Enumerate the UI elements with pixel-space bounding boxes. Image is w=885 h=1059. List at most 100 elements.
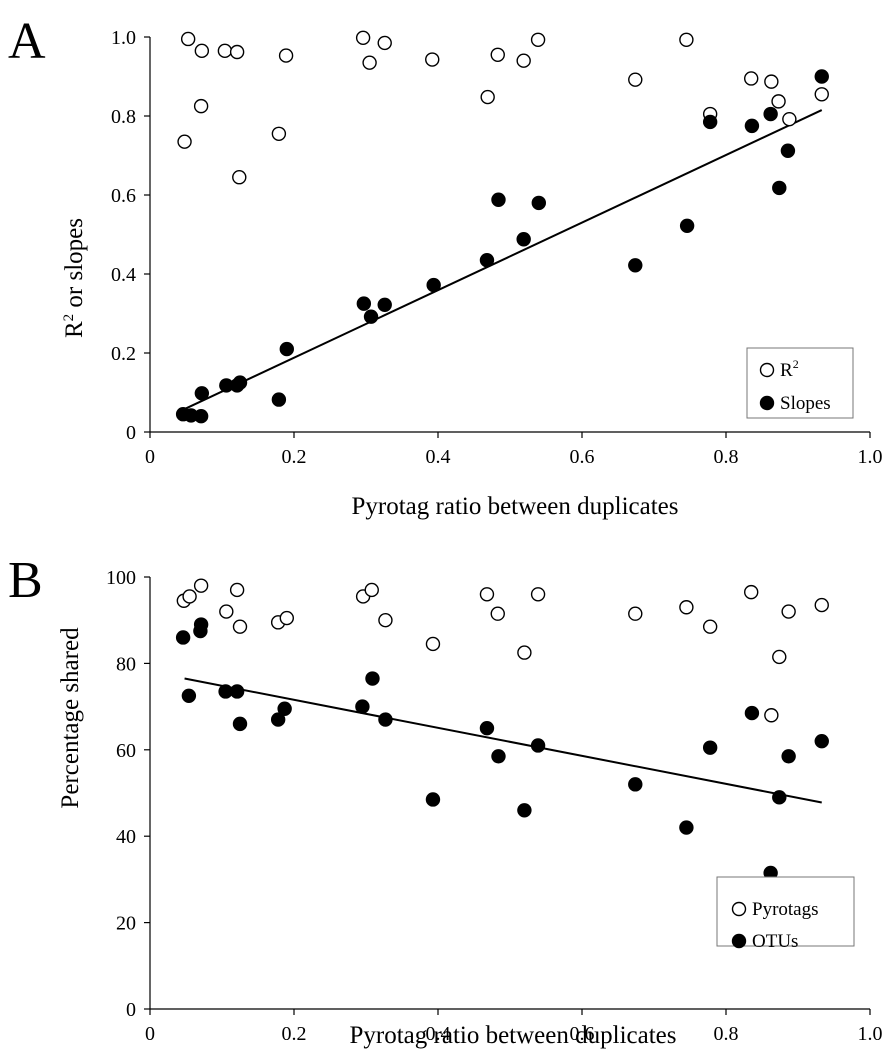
panel-b-pyrotags-point [182,589,197,604]
panel-b-otus-point [702,740,718,755]
panel-a-slopes-point [479,252,495,268]
panel-b-pyrotags-point [219,604,234,619]
panel-b-otus-point [679,820,694,835]
panel-a-x-tick-label: 0.6 [570,446,595,468]
panel-b-otus-point [355,699,370,714]
panel-a-slopes-point [194,386,210,401]
panel-a-x-tick-label: 0.2 [282,446,307,468]
panel-b-otus-point [517,803,532,818]
panel-a-r-point [530,32,546,47]
panel-a-chart: A R2 or slopes Pyrotag ratio between dup… [8,13,883,520]
panel-a-slopes-point [193,409,209,424]
panel-b-otus-point [491,749,506,764]
panel-b-y-tick-label: 80 [116,653,136,675]
panel-b-x-tick-label: 0.2 [282,1023,307,1045]
legend-slopes-marker [759,395,775,411]
panel-a-slopes-point [702,114,718,130]
panel-a-y-tick-label: 0.6 [111,185,136,207]
panel-a-r-point [180,31,196,47]
panel-a-x-tick-label: 0.4 [426,446,451,468]
panel-b-pyrotags-point [490,606,505,621]
panel-a-r-point [355,30,371,45]
panel-a-y-tick-label: 0 [126,422,136,444]
panel-a-r-point [628,72,643,87]
panel-b-x-tick-label: 0.4 [426,1023,451,1045]
panel-b-otus-point [232,716,248,732]
panel-b-otus-point [193,617,209,632]
legend-otus-marker [731,933,747,949]
panel-a-trendline [184,109,823,410]
panel-b-otus-point [378,712,393,727]
legend-slopes-label: Slopes [780,393,831,414]
panel-b-legend: Pyrotags OTUs [716,876,855,952]
panel-b-y-tick-label: 60 [116,740,136,762]
panel-b-y-tick-label: 100 [106,567,136,589]
panel-a-slopes-point [814,69,829,84]
panel-a-slopes-point [516,232,531,247]
panel-b-otus-point [530,738,546,753]
panel-b-pyrotags-point [479,587,495,602]
panel-b-label: B [8,552,43,609]
panel-a-r-point [278,48,294,63]
legend-r2-marker [759,362,775,378]
panel-a-r-point [362,55,377,70]
panel-a-r-point [217,43,233,59]
panel-a-y-axis-title: R2 or slopes [61,218,88,338]
panel-b-x-axis-title: Pyrotag ratio between duplicates [350,1022,677,1049]
panel-a-slopes-point [377,297,392,313]
panel-b-trendline [184,677,822,804]
panel-b-chart: B Percentage shared Pyrotag ratio betwee… [8,552,883,1049]
panel-b-x-tick-label: 0 [145,1023,155,1045]
panel-b-y-axis-title: Percentage shared [57,627,84,809]
panel-a-y-tick-label: 0.8 [111,106,136,128]
panel-a-r-point [232,170,247,185]
panel-b-pyrotags-point [628,606,643,621]
panel-b-pyrotags-point [364,582,379,598]
panel-a-slopes-point [763,106,778,122]
panel-b-otus-point [744,705,760,721]
panel-b-otus-point [425,792,441,807]
panel-a-x-axis-title: Pyrotag ratio between duplicates [352,493,679,520]
panel-b-otus-point [772,790,787,805]
panel-a-r-point [377,35,392,51]
panel-a-r-point [771,94,786,109]
panel-b-otus-point [479,721,495,736]
panel-b-pyrotags-point [425,636,441,652]
panel-a-r-point [782,111,797,127]
panel-a-slopes-point [772,180,787,196]
panel-b-otus-point [781,749,796,764]
panel-b-pyrotags-point [814,597,829,613]
panel-b-y-tick-label: 0 [126,999,136,1021]
panel-b-pyrotags-point [193,578,209,593]
panel-a-r-point [764,74,779,89]
panel-a-slopes-point [628,258,643,273]
panel-b-pyrotags-point [764,708,779,723]
panel-a-slopes-point [780,143,796,158]
panel-b-otus-point [277,701,292,716]
panel-a-label: A [8,13,46,70]
panel-a-r-point [516,53,531,68]
panel-a-slopes-point [531,195,546,211]
panel-a-y-tick-label: 1.0 [111,27,136,49]
panel-b-y-tick-label: 20 [116,913,136,935]
panel-b-otus-point [814,733,829,749]
panel-a-slopes-point [491,192,506,207]
panel-b-pyrotags-point [679,600,694,615]
panel-a-r-point [814,87,829,102]
panel-a-r-point [744,71,759,86]
panel-a-r-point [271,126,287,141]
panel-a-slopes-point [744,118,760,134]
panel-a-legend: R2 Slopes [746,347,854,419]
panel-b-otus-point [175,630,191,645]
panel-b-otus-point [628,777,643,792]
panel-b-pyrotags-point [744,584,759,600]
legend-otus-label: OTUs [752,931,798,952]
panel-a-slopes-point [363,309,379,324]
panel-a-slopes-point [232,375,248,390]
panel-b-pyrotags-point [517,645,532,660]
panel-a-slopes-point [356,296,372,311]
panel-b-pyrotags-point [702,619,718,634]
panel-b-pyrotags-point [772,649,787,665]
panel-a-r-point [480,89,495,105]
